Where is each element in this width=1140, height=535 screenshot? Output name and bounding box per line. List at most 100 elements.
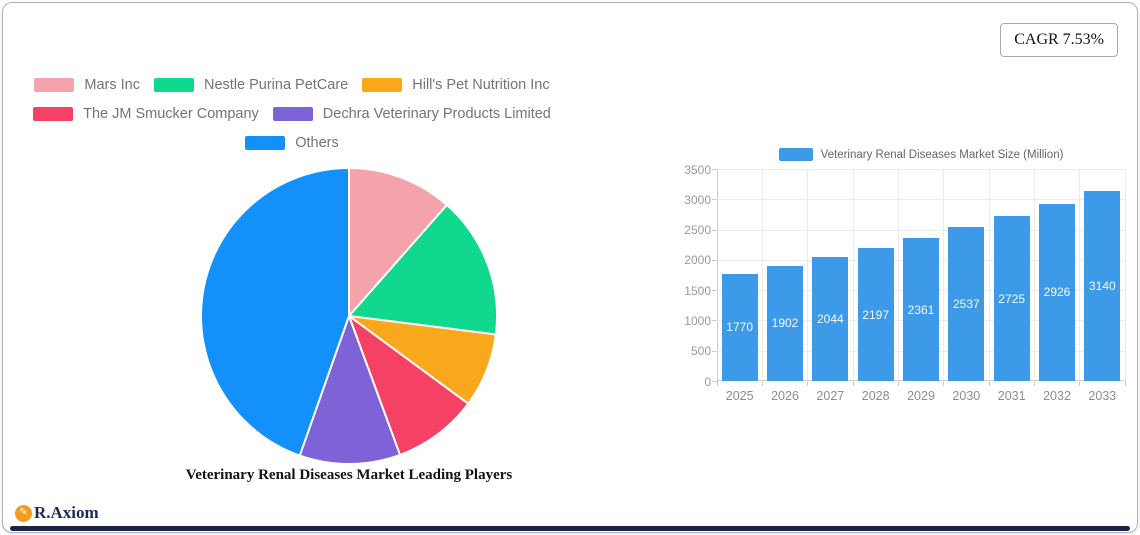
y-axis-line	[717, 169, 718, 381]
x-axis-tick-label: 2031	[997, 389, 1026, 403]
y-axis-tick	[712, 350, 717, 352]
bar-2033[interactable]	[1084, 190, 1121, 381]
bar-value-label: 3140	[1088, 278, 1116, 293]
grid-line-horizontal	[717, 199, 1125, 201]
bar-2029[interactable]	[903, 238, 939, 381]
x-axis-tick-label: 2032	[1043, 389, 1071, 403]
legend-label-dechra-veterinary: Dechra Veterinary Products Limited	[322, 106, 551, 122]
x-axis-tick-label: 2028	[861, 389, 890, 403]
y-axis-tick-label: 0	[704, 374, 711, 389]
x-axis-tick	[807, 381, 809, 386]
legend-item-dechra-veterinary[interactable]: Dechra Veterinary Products Limited	[272, 106, 551, 122]
legend-swatch-mars-inc	[34, 78, 75, 92]
legend-item-jm-smucker[interactable]: The JM Smucker Company	[33, 106, 259, 122]
y-axis-tick	[712, 320, 717, 322]
grid-line-vertical	[1124, 169, 1126, 381]
x-axis-tick	[897, 381, 899, 386]
x-axis-tick-label: 2027	[816, 389, 845, 403]
legend-item-hills-pet-nutrition[interactable]: Hill's Pet Nutrition Inc	[362, 77, 550, 93]
legend-label-hills-pet-nutrition: Hill's Pet Nutrition Inc	[412, 77, 550, 93]
legend-label-jm-smucker: The JM Smucker Company	[83, 106, 259, 122]
pie-legend-row-2: The JM Smucker Company Dechra Veterinary…	[33, 106, 551, 122]
grid-line-vertical	[761, 169, 763, 381]
y-axis-tick-label: 3500	[684, 162, 711, 177]
x-axis-tick	[761, 381, 763, 386]
pie-slice-dechra-veterinary-products-limited[interactable]	[298, 315, 402, 465]
pie-legend: Mars Inc Nestle Purina PetCare Hill's Pe…	[33, 77, 551, 151]
y-axis-tick	[712, 290, 717, 292]
pie-legend-row-3: Others	[34, 135, 550, 151]
legend-label-nestle-purina-petcare: Nestle Purina PetCare	[203, 77, 349, 93]
x-axis-tick	[852, 381, 854, 386]
brand-logo: ✎ R.Axiom	[15, 503, 99, 523]
x-axis-tick-label: 2029	[907, 389, 935, 403]
bar-value-label: 1770	[726, 320, 753, 335]
legend-swatch-others	[245, 136, 286, 150]
bar-chart-x-axis-labels: 2025 2026 2027 2028 2029 2030 2031 2032 2033	[717, 385, 1125, 403]
bar-legend-swatch	[778, 148, 813, 161]
bar-2031[interactable]	[993, 215, 1030, 381]
y-axis-tick-label: 1000	[684, 313, 711, 328]
pie-legend-row-1: Mars Inc Nestle Purina PetCare Hill's Pe…	[34, 77, 550, 93]
bar-legend-item[interactable]: Veterinary Renal Diseases Market Size (M…	[717, 148, 1125, 161]
legend-label-mars-inc: Mars Inc	[84, 77, 140, 93]
legend-item-nestle-purina-petcare[interactable]: Nestle Purina PetCare	[153, 77, 349, 93]
grid-line-vertical	[852, 169, 854, 381]
grid-line-vertical	[897, 169, 899, 381]
pie-slice-the-jm-smucker-company[interactable]	[348, 315, 470, 456]
y-axis-tick	[712, 229, 717, 231]
grid-line-vertical	[807, 169, 809, 381]
bar-2032[interactable]	[1039, 203, 1075, 381]
legend-swatch-dechra-veterinary	[272, 107, 313, 121]
legend-swatch-jm-smucker	[33, 107, 74, 121]
brand-logo-text: R.Axiom	[34, 503, 99, 522]
legend-item-others[interactable]: Others	[245, 135, 339, 151]
legend-swatch-hills-pet-nutrition	[362, 78, 403, 92]
grid-line-vertical	[1079, 169, 1081, 381]
pencil-circle-icon: ✎	[15, 504, 32, 522]
legend-swatch-nestle-purina-petcare	[153, 78, 194, 92]
pie-slice-nestle-purina-petcare[interactable]	[348, 203, 498, 336]
bar-value-label: 2361	[907, 302, 935, 317]
x-axis-tick-label: 2026	[771, 389, 799, 403]
bar-value-label: 2725	[998, 291, 1025, 306]
y-axis-tick-label: 500	[690, 344, 711, 359]
x-axis-tick-label: 2033	[1088, 389, 1117, 403]
bar-value-label: 1902	[771, 316, 799, 331]
legend-item-mars-inc[interactable]: Mars Inc	[34, 77, 140, 93]
y-axis-tick-label: 3000	[684, 192, 711, 207]
x-axis-tick	[716, 381, 718, 386]
bar-2030[interactable]	[948, 227, 985, 381]
bar-2027[interactable]	[812, 257, 849, 381]
x-axis-tick	[1033, 381, 1035, 386]
y-axis-tick-label: 1500	[684, 283, 711, 298]
y-axis-tick-label: 2500	[684, 223, 711, 238]
bar-chart-y-axis-labels: 0 500 1000 1500 2000 2500 3000 3500	[643, 163, 711, 389]
pie-slice-others[interactable]	[200, 167, 350, 457]
legend-label-others: Others	[295, 135, 339, 151]
bar-value-label: 2197	[862, 307, 889, 322]
grid-line-vertical	[1033, 169, 1035, 381]
x-axis-tick-label: 2025	[725, 389, 754, 403]
grid-line-vertical	[988, 169, 990, 381]
x-axis-tick	[943, 381, 945, 386]
bar-2028[interactable]	[857, 247, 894, 381]
x-axis-tick-label: 2030	[952, 389, 981, 403]
bar-value-label: 2044	[816, 312, 844, 327]
y-axis-tick	[712, 199, 717, 201]
bar-value-label: 2537	[952, 297, 980, 312]
y-axis-tick	[712, 381, 717, 382]
grid-line-vertical	[943, 169, 945, 381]
y-axis-tick-label: 2000	[684, 253, 711, 268]
grid-line-horizontal	[717, 169, 1125, 170]
y-axis-tick	[712, 259, 717, 261]
x-axis-tick	[1124, 381, 1126, 386]
bar-2025[interactable]	[721, 273, 758, 381]
bar-2026[interactable]	[767, 265, 803, 381]
x-axis-tick	[988, 381, 990, 386]
y-axis-tick	[712, 169, 717, 170]
pie-chart-title: Veterinary Renal Diseases Market Leading…	[185, 467, 513, 483]
pie-slice-mars-inc[interactable]	[348, 167, 448, 317]
bar-legend-label: Veterinary Renal Diseases Market Size (M…	[820, 148, 1064, 161]
